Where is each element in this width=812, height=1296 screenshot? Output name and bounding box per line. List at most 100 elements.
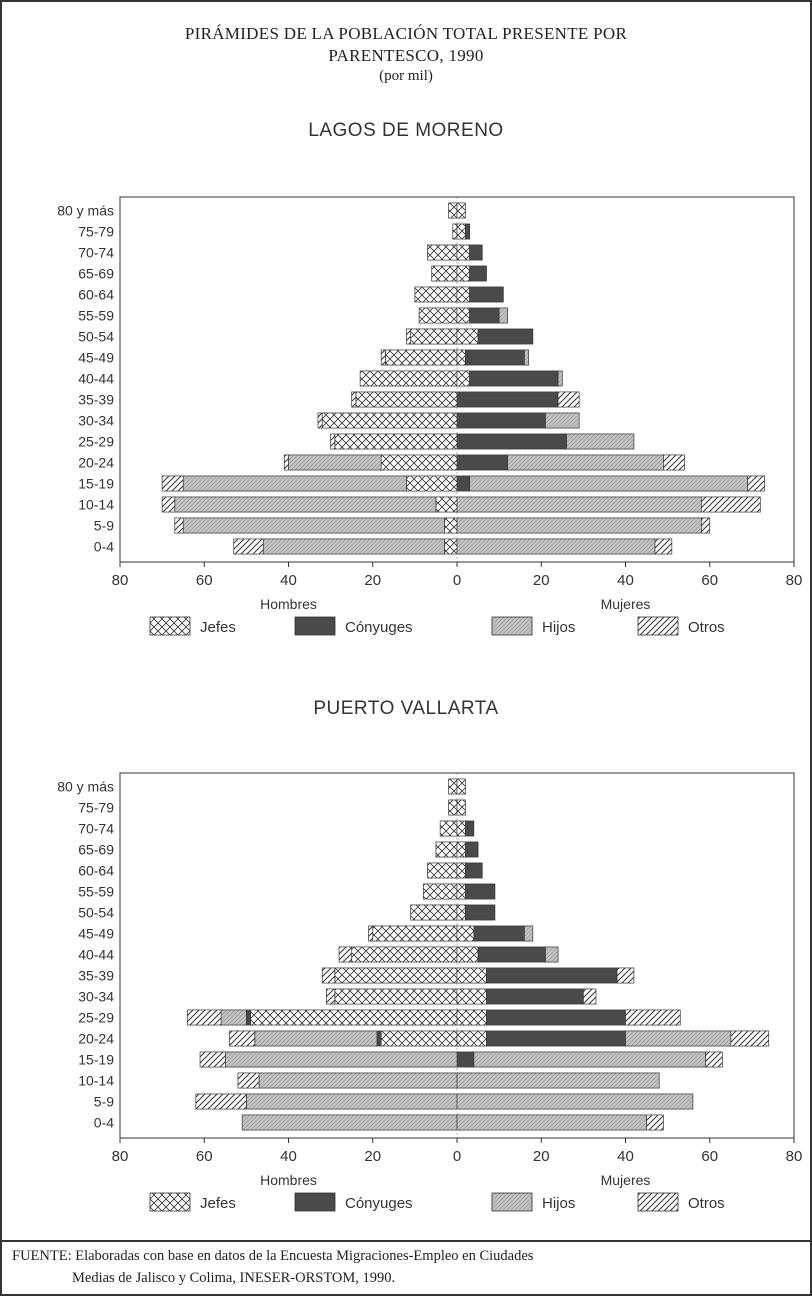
legend-swatch-conyuges bbox=[294, 616, 336, 636]
bar-male-otros bbox=[195, 1093, 247, 1110]
figure-title-line-2: PARENTESCO, 1990 bbox=[328, 46, 484, 65]
bar-female-otros bbox=[700, 517, 711, 534]
figure-title-line-1: PIRÁMIDES DE LA POBLACIÓN TOTAL PRESENTE… bbox=[184, 24, 628, 43]
legend-swatch-otros bbox=[637, 616, 679, 636]
legend-label-hijos: Hijos bbox=[542, 1195, 575, 1212]
age-group-label: 5-9 bbox=[94, 1094, 114, 1110]
bar-female-otros bbox=[730, 1030, 770, 1047]
bar-female-otros bbox=[747, 475, 765, 492]
bar-male-jefes bbox=[355, 391, 458, 408]
bar-male-hijos bbox=[224, 1051, 458, 1068]
bar-male-hijos bbox=[258, 1072, 458, 1089]
bar-male-jefes bbox=[406, 475, 458, 492]
bar-male-jefes bbox=[427, 862, 458, 879]
age-group-label: 10-14 bbox=[78, 1073, 114, 1089]
age-group-label: 35-39 bbox=[78, 968, 114, 984]
age-group-label: 20-24 bbox=[78, 1031, 114, 1047]
age-group-label: 20-24 bbox=[78, 455, 114, 471]
bar-female-jefes bbox=[456, 988, 487, 1005]
age-group-label: 25-29 bbox=[78, 434, 114, 450]
bar-female-jefes bbox=[456, 223, 466, 240]
bar-male-jefes bbox=[410, 328, 458, 345]
bar-female-otros bbox=[700, 496, 761, 513]
bar-female-conyuges bbox=[469, 265, 487, 282]
x-tick-label: 60 bbox=[701, 1148, 718, 1165]
bar-male-conyuges bbox=[376, 1030, 382, 1047]
bar-female-hijos bbox=[456, 517, 702, 534]
x-tick-label: 20 bbox=[533, 1148, 550, 1165]
age-group-label: 40-44 bbox=[78, 947, 114, 963]
bar-female-jefes bbox=[456, 946, 479, 963]
bar-male-hijos bbox=[174, 496, 437, 513]
x-tick-label: 80 bbox=[112, 572, 129, 589]
bar-male-otros bbox=[237, 1072, 260, 1089]
bar-female-conyuges bbox=[456, 412, 546, 429]
bar-male-jefes bbox=[385, 349, 458, 366]
bar-male-conyuges bbox=[246, 1009, 251, 1026]
age-group-label: 30-34 bbox=[78, 989, 114, 1005]
bar-male-hijos bbox=[182, 475, 407, 492]
x-tick-label: 20 bbox=[364, 572, 381, 589]
age-group-label: 40-44 bbox=[78, 371, 114, 387]
bar-male-jefes bbox=[351, 946, 458, 963]
bar-female-hijos bbox=[545, 412, 580, 429]
age-group-label: 55-59 bbox=[78, 884, 114, 900]
bar-male-hijos bbox=[254, 1030, 378, 1047]
pyramid-chart-lagos: 80 y más 75-79 70-74 65-69 60-64 55-59 50-54 45… bbox=[57, 196, 802, 636]
bar-male-jefes bbox=[448, 799, 458, 816]
bar-female-conyuges bbox=[469, 286, 504, 303]
figure-title-units: (por mil) bbox=[379, 68, 433, 84]
bar-female-jefes bbox=[456, 244, 470, 261]
legend-swatch-hijos bbox=[491, 616, 533, 636]
bar-female-jefes bbox=[456, 799, 466, 816]
bar-female-conyuges bbox=[473, 925, 525, 942]
bar-female-conyuges bbox=[486, 1030, 626, 1047]
age-group-label: 55-59 bbox=[78, 308, 114, 324]
legend-label-jefes: Jefes bbox=[200, 619, 236, 636]
source-note-line-2: Medias de Jalisco y Colima, INESER-ORSTO… bbox=[72, 1270, 396, 1286]
x-tick-label: 60 bbox=[196, 1148, 213, 1165]
bar-male-otros bbox=[406, 328, 412, 345]
bar-male-otros bbox=[317, 412, 323, 429]
bar-male-jefes bbox=[380, 1030, 458, 1047]
bar-female-conyuges bbox=[469, 307, 500, 324]
bar-female-jefes bbox=[456, 328, 479, 345]
x-axis-label-mujeres: Mujeres bbox=[601, 1172, 651, 1188]
bar-female-jefes bbox=[456, 286, 470, 303]
legend-swatch-otros bbox=[637, 1192, 679, 1212]
bar-male-jefes bbox=[410, 904, 458, 921]
bar-male-otros bbox=[321, 967, 336, 984]
age-group-label: 80 y más bbox=[57, 779, 114, 795]
age-group-label: 15-19 bbox=[78, 476, 114, 492]
bar-female-conyuges bbox=[477, 946, 546, 963]
x-tick-label: 60 bbox=[701, 572, 718, 589]
bar-female-jefes bbox=[456, 1030, 487, 1047]
bar-male-otros bbox=[233, 538, 264, 555]
bar-male-jefes bbox=[427, 244, 458, 261]
bar-female-jefes bbox=[456, 265, 470, 282]
age-group-label: 10-14 bbox=[78, 497, 114, 513]
bar-female-otros bbox=[663, 454, 685, 471]
age-group-label: 60-64 bbox=[78, 287, 114, 303]
age-group-label: 60-64 bbox=[78, 863, 114, 879]
bar-female-conyuges bbox=[456, 1051, 475, 1068]
bar-female-conyuges bbox=[465, 841, 479, 858]
x-tick-label: 40 bbox=[617, 572, 634, 589]
age-group-label: 0-4 bbox=[94, 1115, 114, 1131]
bar-male-jefes bbox=[422, 883, 458, 900]
bar-female-conyuges bbox=[465, 904, 496, 921]
bar-female-hijos bbox=[456, 1114, 647, 1131]
age-group-label: 75-79 bbox=[78, 800, 114, 816]
bar-male-otros bbox=[330, 433, 336, 450]
x-axis-label-hombres: Hombres bbox=[260, 596, 317, 612]
bar-female-conyuges bbox=[469, 370, 559, 387]
legend-label-conyuges: Cónyuges bbox=[345, 1195, 413, 1212]
bar-female-jefes bbox=[456, 925, 475, 942]
bar-male-jefes bbox=[448, 202, 458, 219]
bar-female-otros bbox=[705, 1051, 723, 1068]
bar-female-hijos bbox=[498, 307, 508, 324]
bar-female-jefes bbox=[456, 841, 466, 858]
age-group-label: 75-79 bbox=[78, 224, 114, 240]
age-group-label: 30-34 bbox=[78, 413, 114, 429]
bar-male-jefes bbox=[418, 307, 458, 324]
